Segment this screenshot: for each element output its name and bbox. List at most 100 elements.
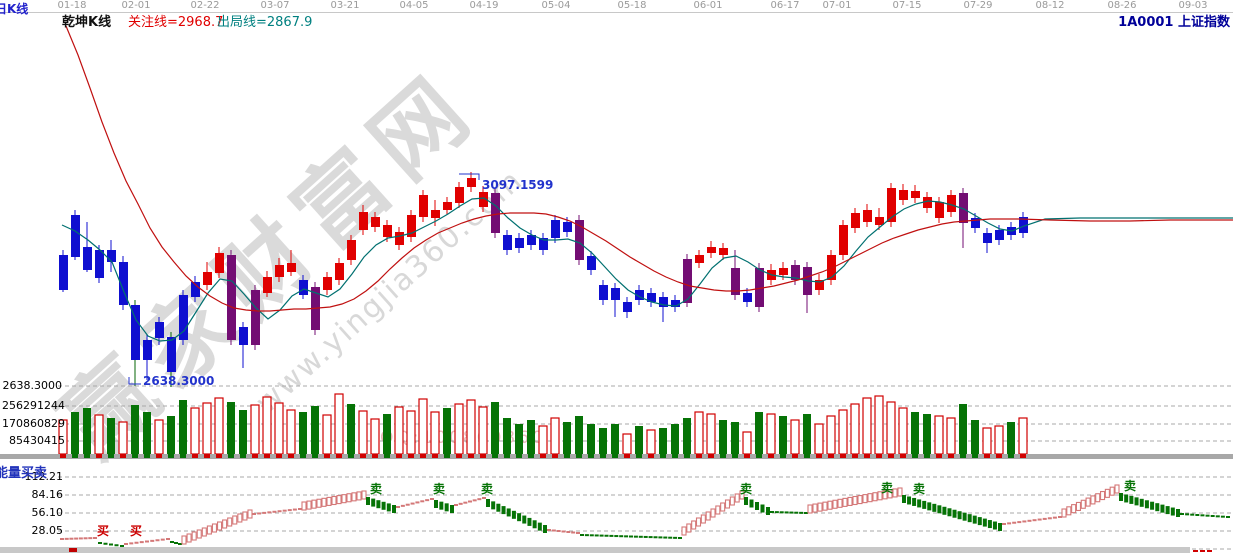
indicator-bar: [1150, 501, 1155, 510]
ribbon-tick: [540, 454, 546, 458]
indicator-bar: [715, 505, 721, 515]
indicator-dash: [619, 535, 624, 538]
indicator-bar: [527, 517, 532, 526]
candle-body: [923, 197, 932, 208]
ribbon-tick: [900, 454, 906, 458]
indicator-bar: [522, 515, 527, 524]
indicator-bar: [491, 501, 496, 510]
candle-body: [191, 282, 200, 297]
indicator-dash: [410, 502, 415, 505]
bottom-strip-marker: [69, 548, 77, 552]
candle-body: [983, 233, 992, 243]
indicator-bar: [807, 504, 813, 514]
volume-bar: [1007, 422, 1015, 454]
volume-bar: [478, 406, 488, 455]
indicator-dash: [468, 500, 472, 503]
ribbon-tick: [624, 454, 630, 458]
candle-body: [611, 288, 620, 300]
indicator-dash: [129, 542, 134, 545]
volume-bar: [766, 413, 776, 455]
indicator-dash: [282, 509, 287, 512]
ribbon-tick: [468, 454, 474, 458]
ribbon-tick: [456, 454, 462, 458]
indicator-bar: [1134, 497, 1139, 506]
volume-bar: [1018, 417, 1028, 455]
indicator-bar: [681, 526, 687, 536]
indicator-bar: [822, 501, 828, 511]
indicator-dash: [252, 513, 256, 515]
indicator-bar: [517, 513, 522, 522]
indicator-bar: [227, 517, 233, 527]
indicator-dash: [482, 497, 486, 499]
volume-bar: [814, 423, 824, 455]
ribbon-tick: [768, 454, 774, 458]
indicator-bar: [211, 523, 218, 533]
indicator-dash: [594, 534, 599, 537]
ribbon-tick: [696, 454, 702, 458]
indicator-dash: [1220, 515, 1225, 518]
indicator-dash: [1195, 514, 1200, 516]
indicator-bar: [486, 499, 490, 507]
indicator-dash: [658, 536, 663, 539]
ribbon-tick: [804, 454, 810, 458]
sell-signal-label: 卖: [433, 482, 446, 496]
indicator-dash: [425, 499, 430, 502]
indicator-dash: [580, 534, 584, 536]
volume-bar: [934, 415, 944, 455]
indicator-bar: [1129, 495, 1134, 504]
indicator-bar: [947, 508, 952, 517]
indicator-bar: [237, 513, 243, 523]
indicator-bar: [937, 505, 942, 514]
indicator-bar: [932, 503, 937, 512]
indicator-dash: [770, 511, 774, 513]
candle-body: [575, 220, 584, 260]
volume-bar: [862, 397, 872, 455]
candle-body: [335, 263, 344, 280]
indicator-dash: [673, 536, 678, 539]
indicator-bar: [186, 533, 192, 543]
indicator-bar: [532, 520, 537, 529]
candle-body: [707, 247, 716, 253]
candle-body: [467, 178, 476, 187]
candle-body: [947, 195, 956, 212]
volume-axis-label: 170860829: [2, 417, 65, 430]
indicator-dash: [643, 535, 648, 538]
ribbon-tick: [588, 454, 594, 458]
volume-bar: [575, 416, 583, 454]
volume-bar: [971, 420, 979, 454]
ribbon-tick: [228, 454, 234, 458]
candle-body: [227, 255, 236, 340]
candle-body: [167, 337, 176, 372]
volume-bar: [946, 417, 956, 455]
indicator-bar: [952, 509, 957, 518]
volume-bar: [611, 424, 619, 454]
candle-body: [659, 297, 668, 307]
candle-body: [719, 248, 728, 255]
ribbon-tick: [756, 454, 762, 458]
sell-signal-label: 卖: [740, 482, 753, 496]
candle-body: [491, 193, 500, 233]
indicator-bar: [957, 511, 962, 520]
candle-body: [971, 218, 980, 228]
indicator-bar: [982, 518, 987, 527]
indicator-dash: [556, 530, 561, 532]
indicator-bar: [987, 520, 992, 529]
candle-body: [383, 225, 392, 237]
bottom-strip: [0, 547, 1190, 553]
volume-bar: [850, 403, 860, 455]
period-label[interactable]: 日K线: [0, 2, 29, 16]
indicator-dash: [561, 530, 566, 533]
ribbon-tick: [684, 454, 690, 458]
candle-body: [731, 268, 740, 295]
ribbon-tick: [276, 454, 282, 458]
candle-body: [671, 300, 680, 307]
ribbon-tick: [960, 454, 966, 458]
indicator-dash: [1200, 514, 1205, 517]
indicator-dash: [1002, 523, 1006, 525]
volume-bar: [286, 409, 296, 455]
bottom-red-dash: [1207, 550, 1212, 552]
ribbon-tick: [360, 454, 366, 458]
indicator-bar: [710, 508, 716, 518]
candle-body: [539, 238, 548, 250]
